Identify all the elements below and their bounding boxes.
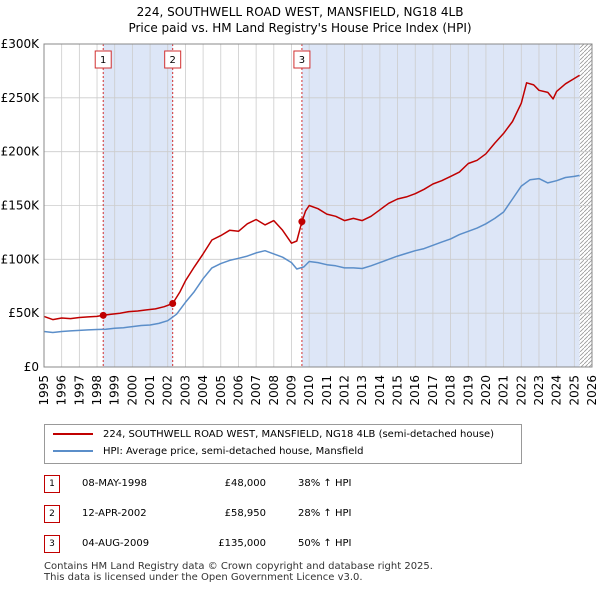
chart-title: 224, SOUTHWELL ROAD WEST, MANSFIELD, NG1… <box>136 5 464 19</box>
x-tick-label: 2019 <box>461 375 475 406</box>
x-tick-label: 2017 <box>426 375 440 406</box>
x-tick-label: 1995 <box>37 375 51 406</box>
legend-item-hpi: HPI: Average price, semi-detached house,… <box>53 444 363 460</box>
footer: Contains HM Land Registry data © Crown c… <box>44 561 433 583</box>
x-tick-label: 1997 <box>72 375 86 406</box>
sale-hpi-change: 50% ↑ HPI <box>298 538 352 549</box>
sale-label-box <box>94 50 112 69</box>
chart-subtitle: Price paid vs. HM Land Registry's House … <box>128 21 472 35</box>
x-tick-label: 2022 <box>514 375 528 406</box>
x-tick-label: 2015 <box>391 375 405 406</box>
x-tick-label: 2016 <box>408 375 422 406</box>
x-tick-label: 2018 <box>444 375 458 406</box>
x-tick-label: 2008 <box>267 375 281 406</box>
property-price-line <box>43 74 580 321</box>
sale-point <box>99 311 107 319</box>
sale-row: 1 08-MAY-1998 £48,000 38% ↑ HPI <box>44 475 384 493</box>
footer-licence: This data is licensed under the Open Gov… <box>44 572 363 583</box>
x-tick-label: 2024 <box>550 375 564 406</box>
x-tick-label: 1996 <box>55 375 69 406</box>
legend-property-label: 224, SOUTHWELL ROAD WEST, MANSFIELD, NG1… <box>103 429 495 440</box>
price-chart: 1 2 3 £0 £50K £100K £150K £200K £250K £300K 1995 1… <box>1 37 599 406</box>
x-tick-label: 2014 <box>373 375 387 406</box>
y-tick-label: £100K <box>1 252 41 266</box>
sale-row: 2 12-APR-2002 £58,950 28% ↑ HPI <box>44 505 384 523</box>
y-tick-label: £200K <box>1 145 41 159</box>
sale-price: £48,000 <box>224 478 266 489</box>
legend-hpi-swatch <box>53 450 93 452</box>
sale-hpi-change: 28% ↑ HPI <box>298 508 352 519</box>
x-tick-label: 2000 <box>125 375 139 406</box>
y-tick-label: £0 <box>24 360 39 374</box>
footer-copyright: Contains HM Land Registry data © Crown c… <box>44 561 433 572</box>
x-tick-label: 2009 <box>284 375 298 406</box>
x-tick-label: 1998 <box>90 375 104 406</box>
sale-number-badge: 2 <box>44 505 60 523</box>
x-tick-label: 2023 <box>532 375 546 406</box>
sale-date: 12-APR-2002 <box>82 508 147 519</box>
x-tick-label: 2011 <box>320 375 334 406</box>
legend-property-swatch <box>53 433 93 435</box>
x-tick-label: 2021 <box>497 375 511 406</box>
x-tick-label: 2004 <box>196 375 210 406</box>
x-tick-label: 2026 <box>585 375 599 406</box>
sale-point <box>169 300 177 308</box>
sale-date: 08-MAY-1998 <box>82 478 148 489</box>
y-tick-label: £150K <box>1 199 41 213</box>
sale-date: 04-AUG-2009 <box>82 538 150 549</box>
x-tick-label: 2007 <box>249 375 263 406</box>
x-tick-label: 2013 <box>355 375 369 406</box>
plot-frame <box>43 43 593 368</box>
sale-label-box <box>164 50 182 69</box>
sale-label-text: 3 <box>299 55 305 66</box>
x-tick-label: 2020 <box>479 375 493 406</box>
y-tick-label: £50K <box>8 306 40 320</box>
sale-label-box <box>293 50 311 69</box>
sale-row: 3 04-AUG-2009 £135,000 50% ↑ HPI <box>44 535 384 553</box>
sale-point <box>298 218 306 226</box>
x-tick-label: 2003 <box>178 375 192 406</box>
x-tick-label: 1999 <box>108 375 122 406</box>
y-tick-label: £300K <box>1 37 41 51</box>
x-tick-label: 2012 <box>338 375 352 406</box>
x-tick-label: 2001 <box>143 375 157 406</box>
x-tick-label: 2010 <box>302 375 316 406</box>
sale-price: £135,000 <box>218 538 266 549</box>
x-tick-label: 2005 <box>214 375 228 406</box>
sale-hpi-change: 38% ↑ HPI <box>298 478 352 489</box>
x-tick-label: 2006 <box>231 375 245 406</box>
hpi-line <box>43 174 580 334</box>
legend-hpi-label: HPI: Average price, semi-detached house,… <box>103 446 364 457</box>
legend-item-property: 224, SOUTHWELL ROAD WEST, MANSFIELD, NG1… <box>53 427 494 443</box>
x-tick-label: 2002 <box>161 375 175 406</box>
sale-label-text: 1 <box>100 55 106 66</box>
legend: 224, SOUTHWELL ROAD WEST, MANSFIELD, NG1… <box>44 424 522 464</box>
sale-label-text: 2 <box>170 55 176 66</box>
x-tick-label: 2025 <box>567 375 581 406</box>
y-tick-label: £250K <box>1 91 41 105</box>
sale-price: £58,950 <box>224 508 266 519</box>
sale-number-badge: 1 <box>44 475 60 493</box>
sale-number-badge: 3 <box>44 535 60 553</box>
